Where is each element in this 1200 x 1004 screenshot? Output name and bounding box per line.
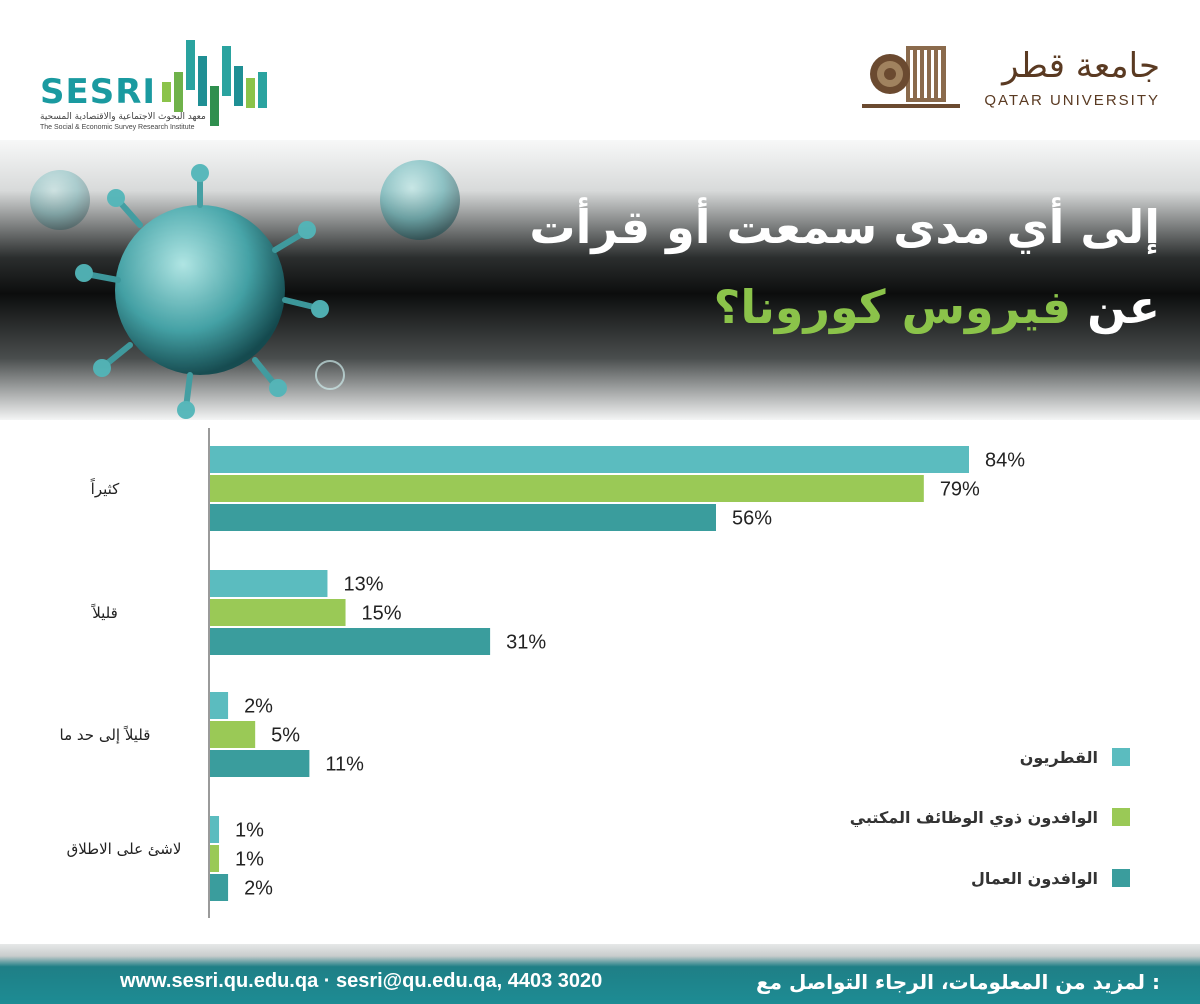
legend-label: الوافدون العمال [970, 868, 1098, 888]
data-label: 56% [732, 508, 772, 530]
category-label: كثيراً [90, 479, 120, 498]
qu-name-ar: جامعة قطر [1002, 46, 1160, 86]
data-label: 31% [506, 632, 546, 654]
data-label: 15% [362, 603, 402, 625]
data-label: 2% [244, 878, 273, 900]
category-label: لاشئ على الاطلاق [66, 839, 182, 858]
bar [210, 504, 716, 531]
header: SESRI معهد البحوث الاجتماعية والاقتصادية… [0, 0, 1200, 140]
bar [210, 816, 220, 843]
virus-illustration [30, 160, 460, 419]
qu-emblem-icon [862, 46, 960, 108]
title-prefix: عن [1087, 280, 1160, 334]
bar [210, 446, 969, 473]
legend-swatch [1112, 808, 1130, 826]
footer-contact: www.sesri.qu.edu.qa · sesri@qu.edu.qa, 4… [120, 970, 603, 992]
category-label: قليلاً [92, 603, 118, 622]
data-label: 1% [235, 820, 264, 842]
sesri-subtitle-en: The Social & Economic Survey Research In… [40, 124, 195, 131]
bar-chart-svg: 84% 13% 2% 1% 79% 15% 5% 1% 56% 31% 11% 2% [208, 428, 1025, 918]
legend-item: الوافدون العمال [971, 866, 1130, 890]
data-label: 5% [271, 725, 300, 747]
bar [210, 628, 491, 655]
sesri-bars-icon [162, 40, 267, 126]
bar [210, 692, 229, 719]
sesri-name: SESRI [40, 72, 157, 112]
legend-label: القطريون [1019, 747, 1098, 767]
chart-title-line-2: عن فيروس كورونا؟ [714, 280, 1160, 334]
bar [210, 599, 346, 626]
data-label: 13% [343, 574, 383, 596]
bar [210, 874, 229, 901]
category-label: قليلاً إلى حد ما [59, 725, 151, 744]
title-highlight: فيروس كورونا؟ [713, 280, 1072, 334]
bar [210, 845, 220, 872]
footer-contact-ar: : لمزيد من المعلومات، الرجاء التواصل مع [755, 970, 1160, 994]
data-label: 79% [940, 479, 980, 501]
legend-swatch [1112, 869, 1130, 887]
legend-item: القطريون [1020, 745, 1130, 769]
legend-item: الوافدون ذوي الوظائف المكتبي [850, 805, 1130, 829]
bar-chart: 84% 13% 2% 1% 79% 15% 5% 1% 56% 31% 11% 2% كثيراً قل… [0, 420, 1200, 940]
legend-swatch [1112, 748, 1130, 766]
bar [210, 721, 256, 748]
bar [210, 475, 924, 502]
data-label: 11% [325, 754, 364, 776]
qu-name-en: QATAR UNIVERSITY [984, 92, 1160, 109]
bar [210, 570, 328, 597]
bar [210, 750, 310, 777]
data-label: 2% [244, 696, 273, 718]
title-banner: إلى أي مدى سمعت أو قرأت عن فيروس كورونا؟ [0, 140, 1200, 420]
legend-label: الوافدون ذوي الوظائف المكتبي [849, 807, 1098, 827]
legend: القطريون الوافدون ذوي الوظائف المكتبي الوا… [700, 740, 1130, 910]
data-label: 1% [235, 849, 264, 871]
chart-title-line-1: إلى أي مدى سمعت أو قرأت [529, 200, 1160, 254]
data-label: 84% [985, 450, 1025, 472]
footer: www.sesri.qu.edu.qa · sesri@qu.edu.qa, 4… [0, 944, 1200, 1004]
sesri-subtitle-ar: معهد البحوث الاجتماعية والاقتصادية المسح… [40, 112, 206, 122]
qatar-university-logo: جامعة قطر QATAR UNIVERSITY [860, 40, 1170, 120]
sesri-logo: SESRI معهد البحوث الاجتماعية والاقتصادية… [40, 36, 280, 136]
